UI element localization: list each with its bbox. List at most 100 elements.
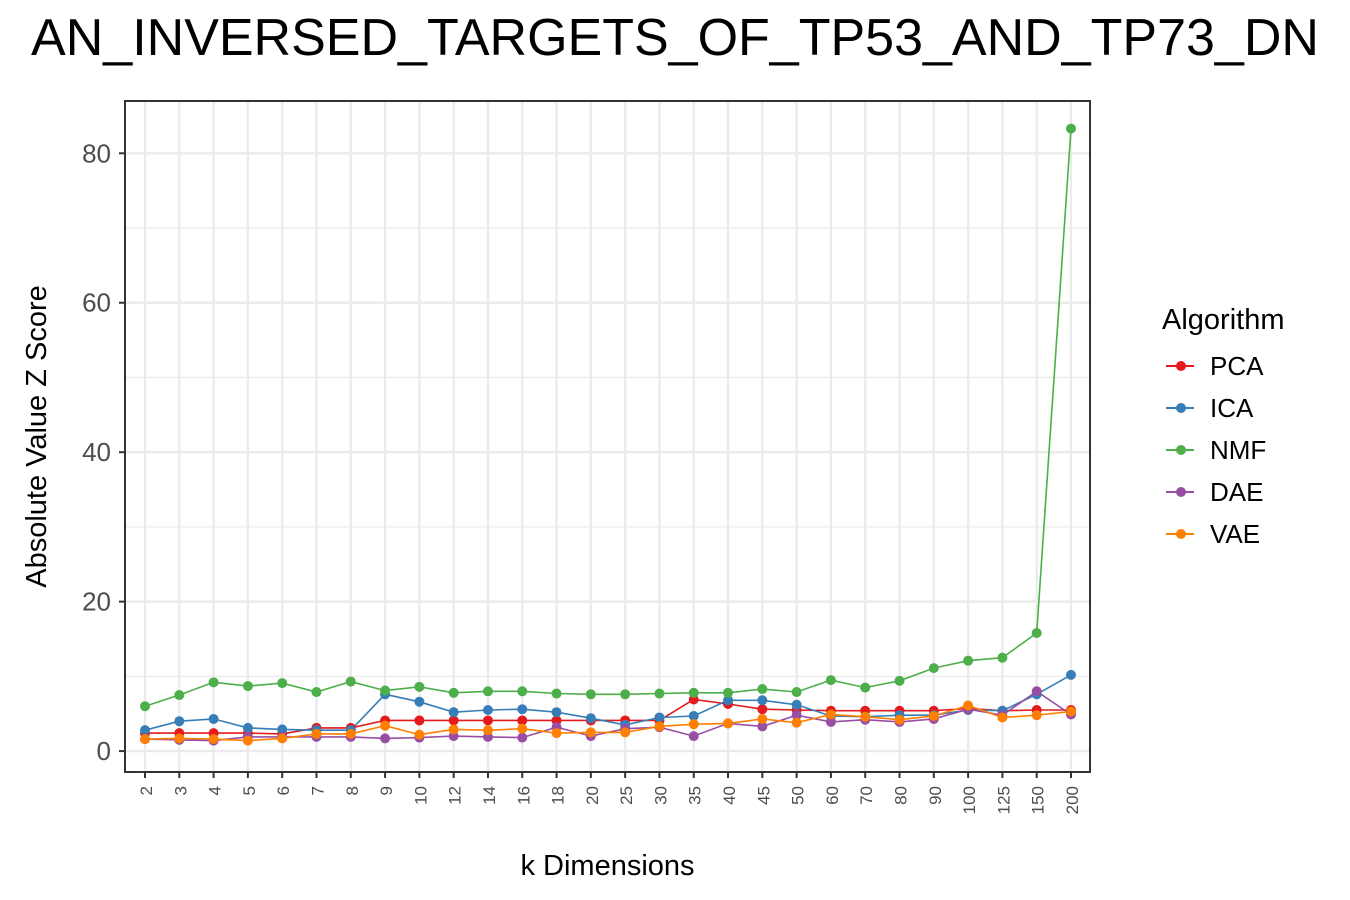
x-tick-label: 10 [411, 786, 430, 805]
data-point-nmf [825, 675, 836, 686]
data-point-nmf [757, 684, 768, 695]
data-point-ica [448, 707, 459, 718]
data-point-nmf [620, 689, 631, 700]
data-point-dae [791, 710, 802, 721]
legend-title: Algorithm [1162, 304, 1285, 336]
x-tick-label: 12 [446, 786, 465, 805]
x-tick-label: 16 [514, 786, 533, 805]
data-point-vae [242, 735, 253, 746]
x-tick-label: 20 [583, 786, 602, 805]
data-point-nmf [860, 682, 871, 693]
y-tick-label: 80 [82, 138, 111, 168]
data-point-pca [482, 715, 493, 726]
x-tick-label: 9 [377, 786, 396, 795]
data-point-ica [414, 696, 425, 707]
data-point-ica [654, 712, 665, 723]
data-point-vae [208, 734, 219, 745]
x-tick-label: 18 [549, 786, 568, 805]
data-point-ica [688, 710, 699, 721]
x-tick-label: 6 [274, 786, 293, 795]
y-tick-label: 20 [82, 587, 111, 617]
data-point-nmf [963, 655, 974, 666]
x-tick-label: 8 [343, 786, 362, 795]
data-point-pca [414, 715, 425, 726]
data-point-nmf [654, 688, 665, 699]
legend-item-pca: PCA [1162, 345, 1285, 387]
legend-item-vae: VAE [1162, 513, 1285, 555]
y-tick-label: 40 [82, 437, 111, 467]
x-tick-label: 200 [1063, 786, 1082, 814]
data-point-ica [757, 695, 768, 706]
data-point-ica [551, 707, 562, 718]
x-tick-label: 3 [171, 786, 190, 795]
legend-key-dae [1162, 471, 1198, 513]
x-tick-label: 30 [651, 786, 670, 805]
data-point-vae [1066, 706, 1076, 717]
data-point-nmf [174, 690, 185, 701]
data-point-vae [585, 727, 596, 738]
data-point-vae [345, 728, 356, 739]
data-point-nmf [140, 701, 150, 712]
data-point-vae [174, 733, 185, 744]
series-line-pca [145, 698, 1071, 735]
data-point-nmf [482, 686, 493, 697]
data-point-nmf [997, 652, 1008, 663]
data-point-vae [928, 710, 939, 721]
data-point-ica [277, 724, 288, 735]
data-point-vae [894, 714, 905, 725]
series-line-ica [144, 674, 1072, 731]
data-point-ica [791, 699, 802, 710]
data-point-vae [482, 725, 493, 736]
data-point-dae [688, 731, 699, 742]
series-line-nmf [144, 128, 1072, 707]
x-tick-label: 125 [994, 786, 1013, 814]
data-point-vae [860, 711, 871, 722]
data-point-vae [414, 729, 425, 740]
data-point-vae [551, 728, 562, 739]
x-tick-label: 4 [206, 786, 225, 795]
data-point-vae [448, 724, 459, 735]
x-tick-label: 60 [823, 786, 842, 805]
data-point-vae [963, 700, 974, 711]
data-point-ica [585, 713, 596, 724]
data-point-nmf [928, 663, 939, 674]
data-point-ica [140, 725, 150, 736]
series-lines [144, 128, 1072, 742]
data-point-nmf [345, 676, 356, 687]
data-point-vae [517, 723, 528, 734]
panel-border [124, 100, 1091, 773]
series-line-vae [144, 704, 1072, 742]
data-point-nmf [791, 687, 802, 698]
data-point-vae [277, 733, 288, 744]
legend-item-dae: DAE [1162, 471, 1285, 513]
x-tick-label: 40 [720, 786, 739, 805]
legend-label-pca: PCA [1210, 350, 1264, 381]
data-point-vae [380, 720, 391, 731]
legend-key-pca [1162, 345, 1198, 387]
chart-title: AN_INVERSED_TARGETS_OF_TP53_AND_TP73_DN [31, 9, 1319, 67]
data-point-vae [997, 712, 1008, 723]
x-tick-label: 35 [686, 786, 705, 805]
data-point-vae [825, 709, 836, 720]
data-point-nmf [414, 681, 425, 692]
data-point-pca [448, 715, 459, 726]
data-point-nmf [585, 689, 596, 700]
data-point-nmf [242, 681, 253, 692]
y-tick-label: 60 [82, 288, 111, 318]
data-point-nmf [894, 675, 905, 686]
data-point-nmf [311, 687, 322, 698]
data-point-pca [757, 704, 768, 715]
data-point-nmf [517, 686, 528, 697]
data-point-ica [482, 704, 493, 715]
y-axis-label: Absolute Value Z Score [21, 285, 53, 588]
data-point-ica [242, 722, 253, 733]
x-tick-label: 2 [137, 786, 156, 795]
x-tick-label: 90 [926, 786, 945, 805]
data-point-vae [620, 727, 631, 738]
x-tick-label: 100 [960, 786, 979, 814]
data-point-dae [517, 732, 528, 743]
data-point-vae [791, 717, 802, 728]
x-tick-label: 50 [789, 786, 808, 805]
